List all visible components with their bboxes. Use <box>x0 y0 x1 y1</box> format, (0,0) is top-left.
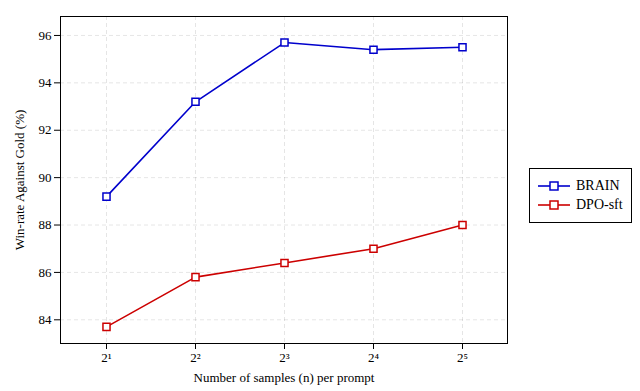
svg-text:92: 92 <box>39 122 52 137</box>
svg-text:Number of samples (n) per prom: Number of samples (n) per prompt <box>194 370 375 385</box>
svg-text:2²: 2² <box>190 350 201 365</box>
svg-text:2¹: 2¹ <box>101 350 112 365</box>
svg-text:86: 86 <box>39 265 53 280</box>
svg-text:2⁵: 2⁵ <box>457 350 468 365</box>
svg-text:96: 96 <box>39 28 53 43</box>
svg-text:Win-rate Against Gold (%): Win-rate Against Gold (%) <box>12 110 27 251</box>
svg-text:84: 84 <box>39 312 53 327</box>
html-text:DPO-sft: DPO-sft <box>576 197 623 212</box>
svg-text:2⁴: 2⁴ <box>368 350 380 365</box>
svg-text:88: 88 <box>39 217 52 232</box>
svg-text:90: 90 <box>39 170 52 185</box>
svg-text:94: 94 <box>39 75 53 90</box>
html-text:BRAIN: BRAIN <box>576 178 620 193</box>
svg-text:2³: 2³ <box>279 350 290 365</box>
